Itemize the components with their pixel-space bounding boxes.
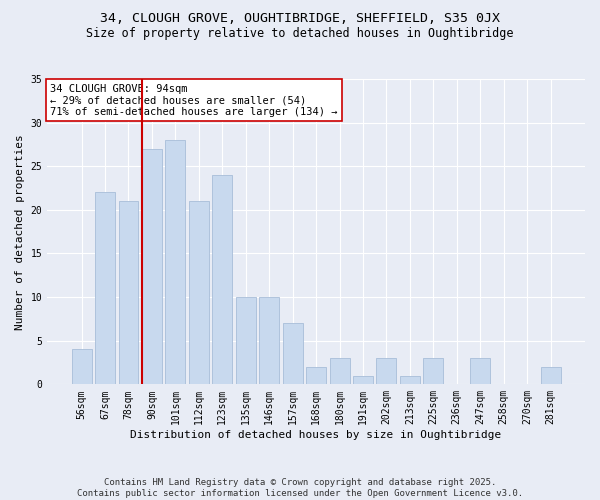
Bar <box>119 201 139 384</box>
Bar <box>400 376 420 384</box>
Bar <box>212 175 232 384</box>
Bar <box>376 358 397 384</box>
Bar <box>424 358 443 384</box>
Bar <box>166 140 185 384</box>
Bar <box>353 376 373 384</box>
Bar <box>470 358 490 384</box>
Bar <box>236 297 256 384</box>
Text: Size of property relative to detached houses in Oughtibridge: Size of property relative to detached ho… <box>86 28 514 40</box>
Bar <box>95 192 115 384</box>
X-axis label: Distribution of detached houses by size in Oughtibridge: Distribution of detached houses by size … <box>130 430 502 440</box>
Bar <box>541 367 560 384</box>
Bar <box>306 367 326 384</box>
Bar <box>189 201 209 384</box>
Text: Contains HM Land Registry data © Crown copyright and database right 2025.
Contai: Contains HM Land Registry data © Crown c… <box>77 478 523 498</box>
Bar <box>71 350 92 384</box>
Y-axis label: Number of detached properties: Number of detached properties <box>15 134 25 330</box>
Bar <box>329 358 350 384</box>
Bar <box>259 297 279 384</box>
Text: 34 CLOUGH GROVE: 94sqm
← 29% of detached houses are smaller (54)
71% of semi-det: 34 CLOUGH GROVE: 94sqm ← 29% of detached… <box>50 84 337 117</box>
Bar <box>283 324 302 384</box>
Bar <box>142 149 162 384</box>
Text: 34, CLOUGH GROVE, OUGHTIBRIDGE, SHEFFIELD, S35 0JX: 34, CLOUGH GROVE, OUGHTIBRIDGE, SHEFFIEL… <box>100 12 500 26</box>
